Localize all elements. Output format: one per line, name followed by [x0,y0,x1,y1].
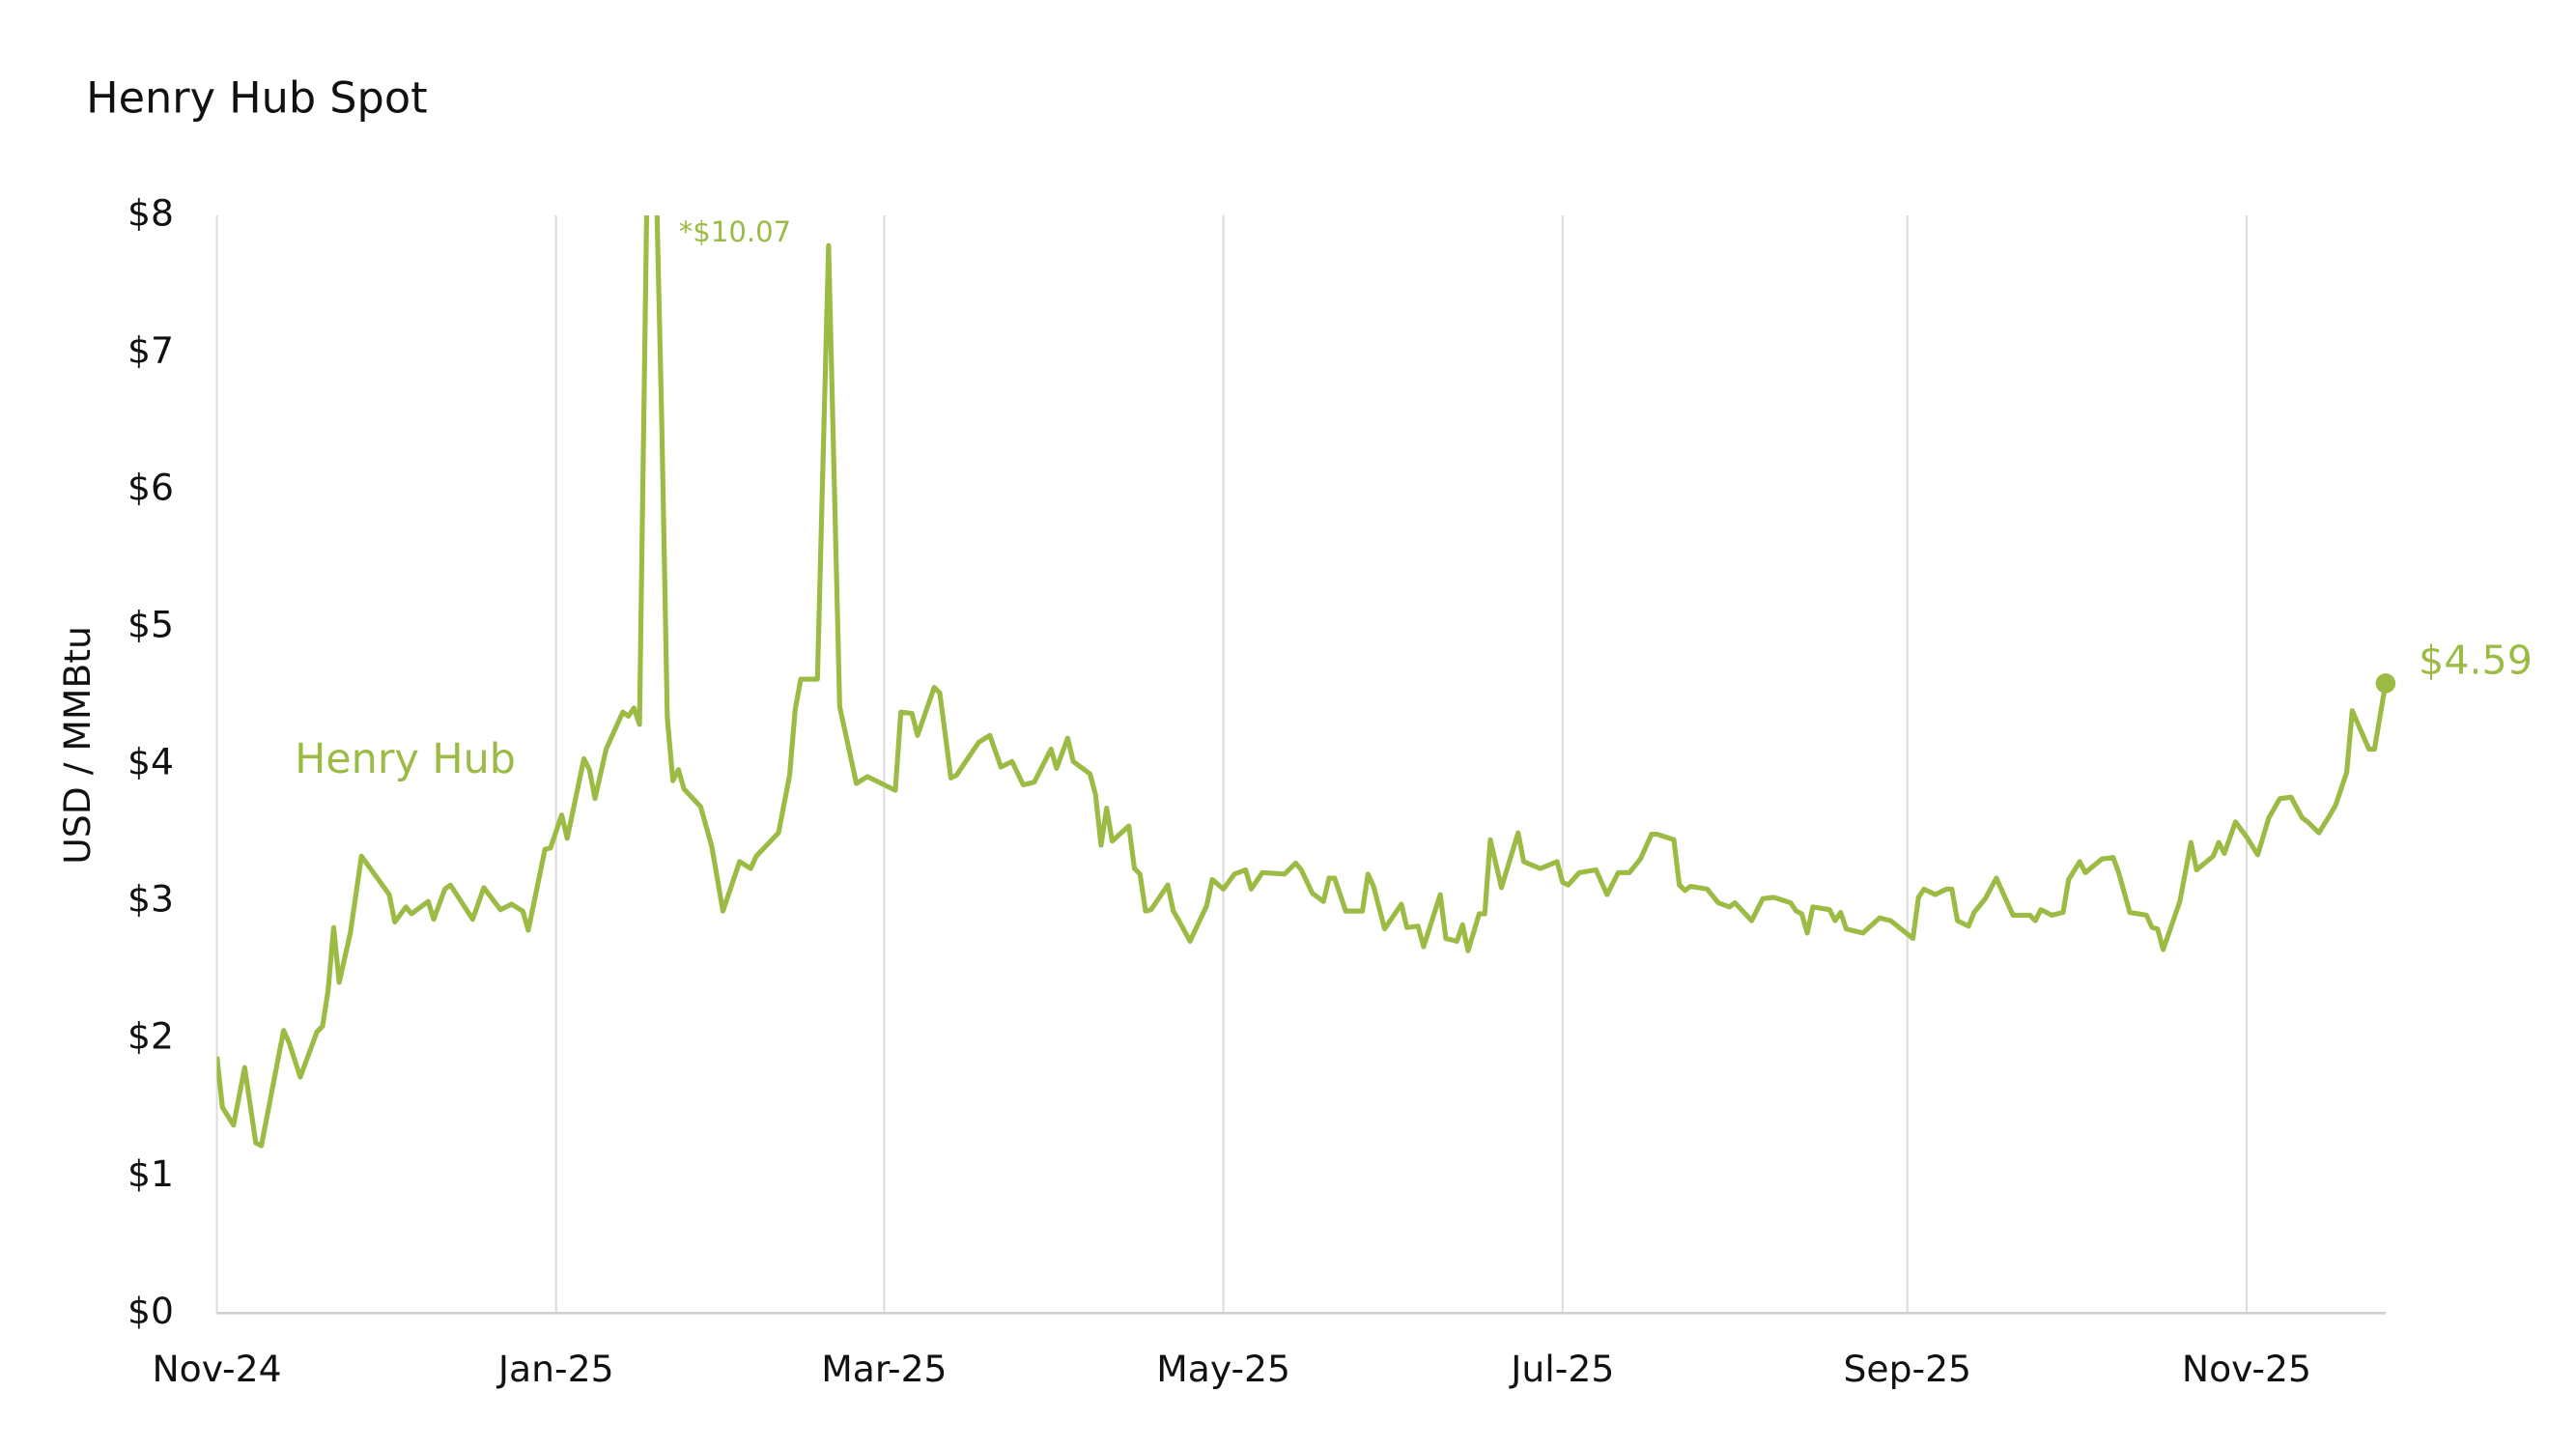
y-tick-label: $5 [127,604,174,646]
x-tick-label: Nov-24 [152,1348,281,1390]
series-label: Henry Hub [295,735,516,783]
spike-annotation: *$10.07 [679,215,791,248]
y-axis-label: USD / MMBtu [56,626,99,865]
x-tick-label: May-25 [1156,1348,1290,1390]
y-tick-label: $2 [127,1015,174,1058]
y-tick-label: $8 [127,191,174,234]
x-tick-label: Jul-25 [1509,1348,1614,1390]
x-tick-label: Mar-25 [821,1348,947,1390]
chart-title: Henry Hub Spot [86,73,427,124]
y-tick-label: $7 [127,328,174,371]
y-tick-label: $1 [127,1152,174,1195]
series-line [216,214,2389,1149]
end-value-label: $4.59 [2419,638,2533,684]
y-tick-label: $4 [127,741,174,783]
x-tick-label: Sep-25 [1843,1348,1971,1390]
y-tick-label: $6 [127,467,174,509]
y-tick-label: $3 [127,878,174,921]
end-marker [2375,673,2396,694]
x-tick-label: Nov-25 [2182,1348,2311,1390]
y-tick-label: $0 [127,1290,174,1332]
x-tick-label: Jan-25 [496,1348,614,1390]
